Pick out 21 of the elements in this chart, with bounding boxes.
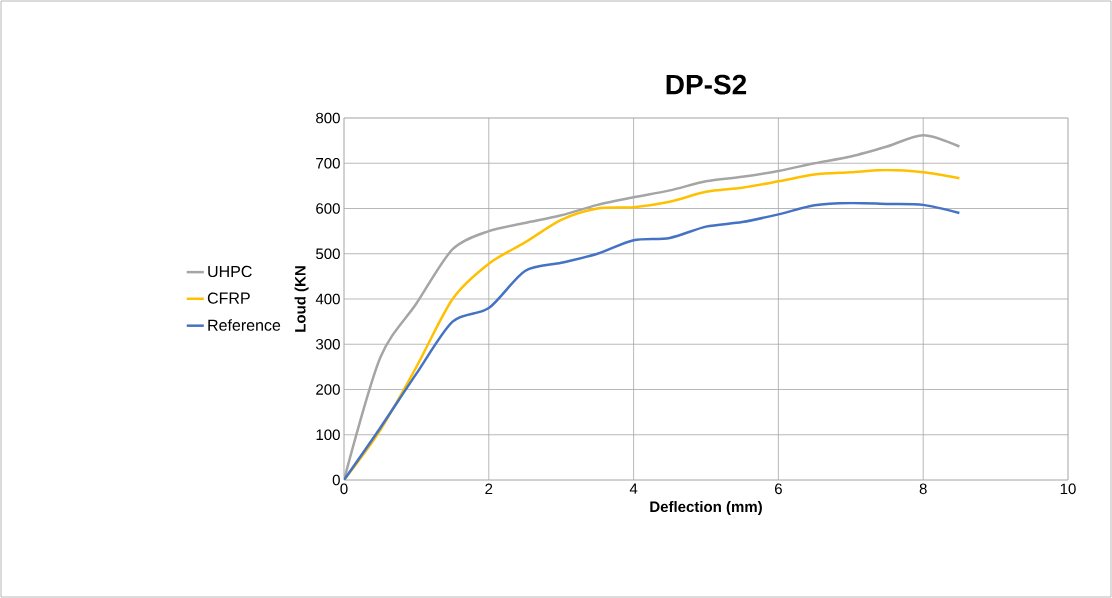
x-axis-title: Deflection (mm) [650, 501, 762, 515]
y-tick-label: 0 [332, 474, 340, 486]
chart-title: DP-S2 [666, 74, 747, 95]
x-tick-label: 8 [919, 483, 927, 495]
x-tick-label: 4 [629, 483, 638, 494]
legend-label: CFRP [207, 292, 250, 304]
y-tick-label: 400 [315, 293, 340, 305]
y-tick-label: 700 [316, 157, 340, 169]
legend-label: UHPC [208, 265, 252, 278]
x-tick-label: 0 [340, 483, 348, 495]
y-tick-label: 200 [316, 384, 340, 395]
y-tick-label: 500 [316, 248, 340, 260]
y-tick-label: 800 [316, 112, 340, 124]
y-tick-label: 100 [316, 429, 340, 441]
x-tick-label: 2 [485, 483, 493, 495]
x-tick-label: 6 [775, 483, 782, 495]
legend-label: Reference [208, 319, 281, 331]
y-tick-label: 300 [316, 338, 340, 350]
y-axis-title: Loud (KN [294, 266, 309, 332]
x-tick-label: 10 [1060, 483, 1076, 495]
y-tick-label: 600 [316, 203, 340, 214]
